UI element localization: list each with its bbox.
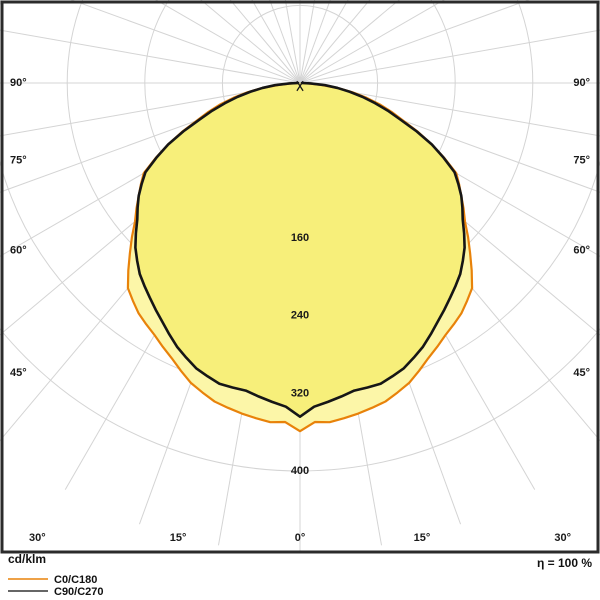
- svg-text:15°: 15°: [414, 532, 431, 544]
- svg-text:C0/C180: C0/C180: [54, 574, 97, 586]
- svg-text:45°: 45°: [573, 367, 590, 379]
- svg-text:0°: 0°: [295, 532, 306, 544]
- svg-text:90°: 90°: [573, 77, 590, 89]
- svg-text:60°: 60°: [573, 244, 590, 256]
- svg-text:75°: 75°: [573, 155, 590, 167]
- svg-text:C90/C270: C90/C270: [54, 586, 104, 598]
- svg-text:cd/klm: cd/klm: [8, 552, 46, 566]
- svg-text:15°: 15°: [170, 532, 187, 544]
- svg-text:320: 320: [291, 387, 309, 399]
- svg-text:30°: 30°: [29, 532, 46, 544]
- svg-text:60°: 60°: [10, 244, 27, 256]
- svg-text:30°: 30°: [554, 532, 571, 544]
- svg-text:240: 240: [291, 310, 309, 322]
- svg-text:400: 400: [291, 465, 309, 477]
- svg-text:η = 100 %: η = 100 %: [537, 556, 592, 570]
- svg-text:90°: 90°: [10, 77, 27, 89]
- svg-text:75°: 75°: [10, 155, 27, 167]
- svg-text:45°: 45°: [10, 367, 27, 379]
- svg-text:160: 160: [291, 232, 309, 244]
